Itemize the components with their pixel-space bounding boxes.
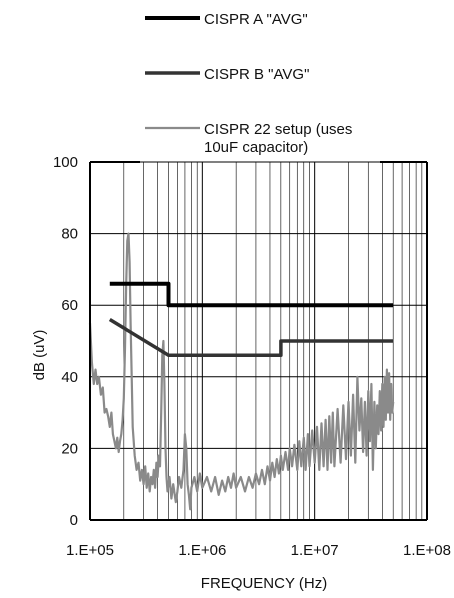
series-line-2 — [108, 318, 394, 358]
y-tick-label: 20 — [61, 440, 78, 457]
legend: CISPR A "AVG" CISPR B "AVG" CISPR 22 setup… — [145, 11, 352, 156]
series-line-3 — [88, 232, 395, 511]
series-lines — [88, 232, 395, 511]
y-tick-label: 80 — [61, 226, 78, 243]
x-tick-label: 1.E+07 — [291, 542, 339, 559]
legend-label-3: CISPR 22 setup (uses 10uF capacitor) — [204, 121, 352, 156]
x-tick-label: 1.E+06 — [178, 542, 226, 559]
legend-mask — [140, 0, 380, 161]
x-axis-title: FREQUENCY (Hz) — [201, 575, 327, 592]
series-line-1 — [109, 281, 394, 308]
x-tick-label: 1.E+08 — [403, 542, 451, 559]
tick-labels: 1.E+05 1.E+06 1.E+07 1.E+08 0 20 40 60 80 100 — [53, 154, 451, 559]
legend-label-1: CISPR A "AVG" — [204, 11, 308, 28]
x-tick-label: 1.E+05 — [66, 542, 114, 559]
y-tick-label: 40 — [61, 369, 78, 386]
y-tick-label: 0 — [70, 512, 78, 529]
plot-frame — [89, 161, 428, 521]
y-tick-label: 60 — [61, 297, 78, 314]
legend-label-2: CISPR B "AVG" — [204, 66, 309, 83]
y-tick-label: 100 — [53, 154, 78, 171]
y-axis-title: dB (uV) — [31, 330, 48, 381]
